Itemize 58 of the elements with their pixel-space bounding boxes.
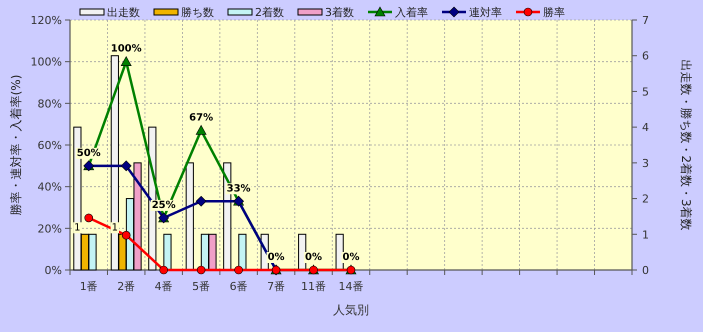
x-tick-label: 7番	[267, 280, 286, 293]
bar	[336, 234, 344, 270]
x-axis-title: 人気別	[333, 303, 369, 317]
x-tick-label: 5番	[192, 280, 210, 293]
data-label: 0%	[268, 252, 285, 263]
legend-label: 2着数	[255, 6, 284, 19]
point	[196, 125, 206, 135]
data-label: 33%	[226, 183, 251, 194]
legend-label: 出走数	[107, 6, 140, 19]
point	[84, 214, 94, 222]
y-tick-label: 60%	[38, 139, 62, 152]
y-axis-title: 勝率・連対率・入着率(%)	[9, 74, 23, 216]
legend-label: 勝率	[543, 6, 565, 19]
bar	[110, 55, 119, 270]
point	[122, 230, 130, 240]
y2-tick-label: 7	[642, 14, 649, 27]
y2-tick-label: 6	[642, 50, 649, 63]
y2-tick-label: 1	[642, 228, 649, 242]
data-label: 100%	[110, 44, 142, 55]
y-tick-label: 40%	[38, 180, 62, 194]
point	[196, 196, 206, 207]
data-label: 0%	[305, 252, 322, 263]
point	[120, 56, 132, 66]
y2-tick-label: 3	[642, 156, 649, 170]
point	[159, 266, 168, 274]
bar	[298, 234, 306, 270]
data-label: 25%	[152, 200, 176, 211]
x-tick-label: 14番	[338, 280, 364, 293]
bar	[88, 234, 97, 270]
x-tick-label: 11番	[301, 280, 326, 293]
x-tick-label: 2番	[117, 280, 136, 293]
data-label: 67%	[189, 112, 214, 124]
y2-tick-label: 4	[642, 121, 649, 134]
x-tick-label: 6番	[230, 280, 248, 293]
y-tick-label: 80%	[38, 97, 62, 110]
data-label: 1	[112, 222, 118, 234]
y2-tick-label: 5	[642, 85, 649, 98]
legend-label: 3着数	[325, 6, 354, 19]
legend-label: 連対率	[469, 6, 502, 19]
y-tick-label: 100%	[30, 56, 62, 69]
point	[234, 266, 243, 274]
y2-tick-label: 2	[642, 192, 649, 206]
legend-label: 勝ち数	[181, 6, 214, 19]
y-tick-label: 20%	[38, 222, 62, 236]
data-label: 1	[74, 222, 81, 234]
y2-axis-title: 出走数・勝ち数・2着数・3着数	[679, 59, 693, 231]
legend-label: 入着率	[395, 6, 428, 19]
data-label: 0%	[342, 252, 360, 263]
bar	[163, 234, 172, 270]
y2-tick-label: 0	[642, 264, 649, 277]
y-tick-label: 0%	[44, 264, 62, 277]
point	[120, 160, 132, 172]
point	[196, 266, 206, 274]
x-tick-label: 4番	[154, 280, 173, 293]
bar	[238, 234, 246, 270]
y-tick-label: 120%	[30, 14, 62, 27]
x-tick-label: 1番	[80, 280, 98, 293]
data-label: 50%	[76, 148, 101, 159]
